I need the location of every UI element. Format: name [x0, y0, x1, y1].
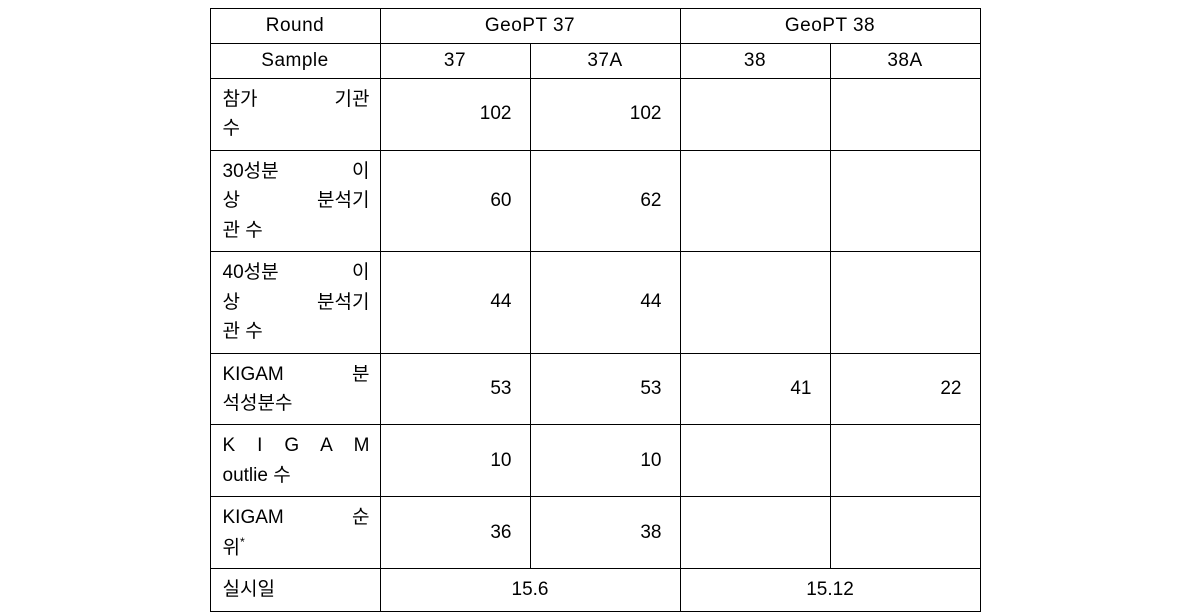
row-label: KIGAM 분석성분수	[210, 353, 380, 425]
table-row: 40성분 이상 분석기관 수 44 44	[210, 252, 980, 353]
cell-38: 41	[680, 353, 830, 425]
header-s38: 38	[680, 44, 830, 79]
row-label: KIGAM 순위*	[210, 497, 380, 569]
header-sample: Sample	[210, 44, 380, 79]
header-group-38: GeoPT 38	[680, 9, 980, 44]
cell-37: 102	[380, 79, 530, 151]
cell-38	[680, 425, 830, 497]
date-cell-38: 15.12	[680, 569, 980, 611]
row-label: 참가 기관수	[210, 79, 380, 151]
row-label: K I G A Moutlie 수	[210, 425, 380, 497]
header-group-37: GeoPT 37	[380, 9, 680, 44]
cell-38	[680, 497, 830, 569]
date-cell-37: 15.6	[380, 569, 680, 611]
table-header-row-1: Round GeoPT 37 GeoPT 38	[210, 9, 980, 44]
table-row: 참가 기관수 102 102	[210, 79, 980, 151]
cell-37: 10	[380, 425, 530, 497]
cell-37a: 102	[530, 79, 680, 151]
cell-38	[680, 252, 830, 353]
header-round: Round	[210, 9, 380, 44]
cell-38a	[830, 425, 980, 497]
table-row: 30성분 이상 분석기관 수 60 62	[210, 150, 980, 251]
row-label-date: 실시일	[210, 569, 380, 611]
header-s37a: 37A	[530, 44, 680, 79]
header-s37: 37	[380, 44, 530, 79]
cell-38a	[830, 79, 980, 151]
cell-38a: 22	[830, 353, 980, 425]
cell-37a: 44	[530, 252, 680, 353]
table-header-row-2: Sample 37 37A 38 38A	[210, 44, 980, 79]
header-s38a: 38A	[830, 44, 980, 79]
cell-37: 36	[380, 497, 530, 569]
cell-37: 53	[380, 353, 530, 425]
table-container: Round GeoPT 37 GeoPT 38 Sample 37 37A 38…	[210, 8, 981, 612]
geopt-table: Round GeoPT 37 GeoPT 38 Sample 37 37A 38…	[210, 8, 981, 612]
table-row: K I G A Moutlie 수 10 10	[210, 425, 980, 497]
table-row-date: 실시일 15.6 15.12	[210, 569, 980, 611]
cell-38a	[830, 252, 980, 353]
cell-37a: 62	[530, 150, 680, 251]
table-row: KIGAM 분석성분수 53 53 41 22	[210, 353, 980, 425]
row-label: 40성분 이상 분석기관 수	[210, 252, 380, 353]
cell-38	[680, 79, 830, 151]
cell-37a: 10	[530, 425, 680, 497]
cell-37a: 53	[530, 353, 680, 425]
cell-37: 44	[380, 252, 530, 353]
cell-38a	[830, 150, 980, 251]
cell-38	[680, 150, 830, 251]
cell-37: 60	[380, 150, 530, 251]
row-label: 30성분 이상 분석기관 수	[210, 150, 380, 251]
cell-37a: 38	[530, 497, 680, 569]
table-row: KIGAM 순위* 36 38	[210, 497, 980, 569]
cell-38a	[830, 497, 980, 569]
